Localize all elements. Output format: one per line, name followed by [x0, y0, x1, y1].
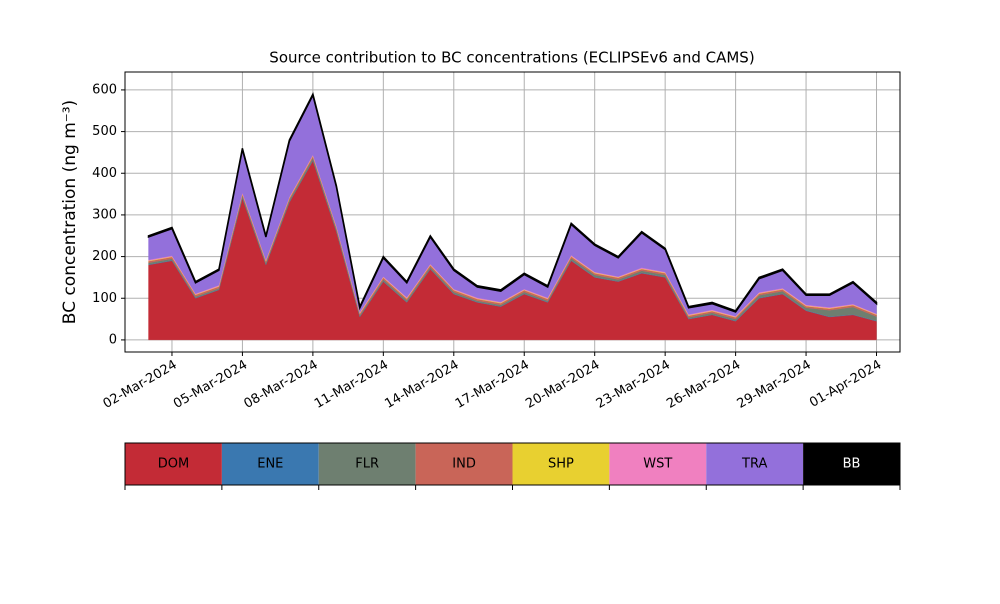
legend-swatch: [221, 443, 319, 485]
y-tick-label: 400: [92, 166, 117, 181]
chart-title: Source contribution to BC concentrations…: [269, 49, 754, 67]
y-tick-label: 600: [92, 82, 117, 97]
x-tick-label: 02-Mar-2024: [101, 358, 180, 412]
x-tick-label: 17-Mar-2024: [453, 358, 532, 412]
x-tick-label: 29-Mar-2024: [735, 358, 814, 412]
legend-label: SHP: [548, 457, 574, 472]
legend-swatch: [512, 443, 610, 485]
legend-label: ENE: [257, 457, 283, 472]
y-tick-label: 0: [109, 332, 117, 347]
legend-swatch: [803, 443, 900, 485]
x-tick-label: 23-Mar-2024: [594, 358, 673, 412]
legend-label: WST: [643, 457, 672, 472]
x-tick-label: 05-Mar-2024: [171, 358, 250, 412]
area: [147, 91, 878, 313]
legend-label: TRA: [741, 457, 767, 472]
legend-swatch: [125, 443, 222, 485]
legend-swatch: [415, 443, 513, 485]
area: [148, 160, 877, 341]
x-tick-label: 01-Apr-2024: [807, 358, 884, 411]
legend-swatch: [706, 443, 804, 485]
legend-label: IND: [452, 457, 476, 472]
x-tick-label: 14-Mar-2024: [382, 358, 461, 412]
legend-label: FLR: [355, 457, 379, 472]
x-tick-label: 11-Mar-2024: [312, 358, 391, 412]
legend-swatch: [318, 443, 416, 485]
plot-area: [147, 91, 878, 341]
axes-frame: [124, 71, 901, 353]
x-tick-label: 26-Mar-2024: [664, 358, 743, 412]
y-tick-label: 200: [92, 249, 117, 264]
legend-swatch: [609, 443, 707, 485]
x-tick-label: 20-Mar-2024: [523, 358, 602, 412]
y-tick-label: 100: [92, 291, 117, 306]
y-tick-label: 500: [92, 124, 117, 139]
x-tick-label: 08-Mar-2024: [241, 358, 320, 412]
y-axis-label: BC concentration (ng m⁻³): [60, 100, 80, 324]
legend-frame: [124, 442, 901, 486]
legend-label: DOM: [158, 457, 189, 472]
y-tick-label: 300: [92, 207, 117, 222]
legend-label: BB: [843, 457, 861, 472]
